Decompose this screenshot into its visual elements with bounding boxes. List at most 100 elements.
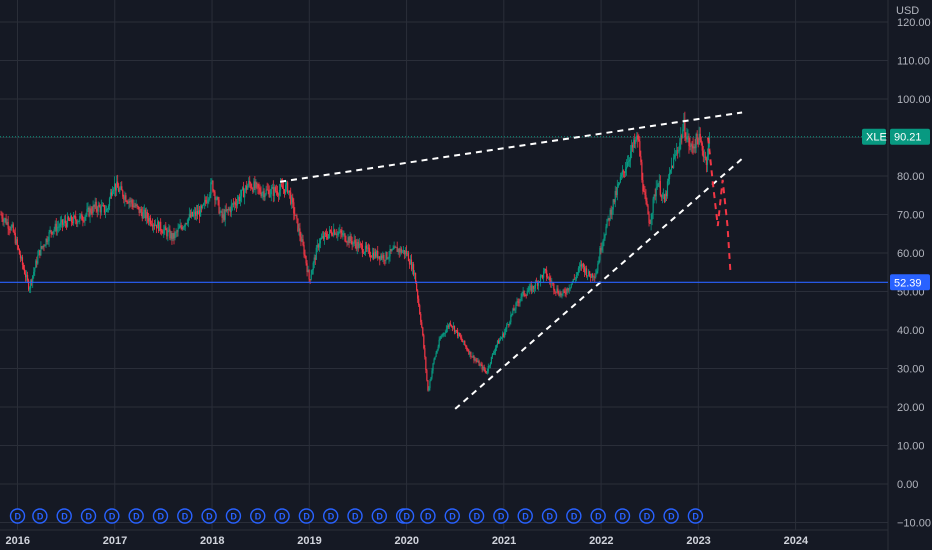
x-tick-label: 2017 [103,535,127,547]
dividend-marker[interactable]: D [32,508,48,524]
candle-body [502,333,504,338]
dividend-marker[interactable]: D [274,508,290,524]
candle-body [219,211,221,214]
candle-body [41,246,43,248]
candle-body [398,248,400,253]
candle-body [202,205,204,208]
dividend-marker[interactable]: D [420,508,436,524]
dividend-marker[interactable]: D [225,508,242,524]
trend-lines[interactable] [279,111,743,410]
dividend-marker[interactable]: D [398,508,415,524]
candle-body [554,290,556,292]
candle-body [608,218,610,221]
dividend-marker[interactable]: D [517,508,533,524]
candle-body [578,266,581,269]
dividend-marker[interactable]: D [663,508,679,524]
dividend-marker[interactable]: D [322,508,339,524]
dividend-marker[interactable]: D [250,508,266,524]
candle-body [85,214,87,217]
dividend-marker[interactable]: D [444,508,460,524]
candle-body [364,245,367,253]
projection-line[interactable] [707,137,732,273]
candle-body [192,213,195,217]
dividend-marker[interactable]: D [468,508,485,524]
candle-body [636,135,638,140]
projection-path[interactable] [707,137,732,273]
dividend-marker[interactable]: D [298,508,315,524]
trend-line-upper[interactable] [279,111,743,183]
candle-body [465,344,467,347]
candle-body [694,146,696,149]
dividend-marker[interactable]: D [687,508,704,524]
candle-body [98,205,100,207]
candle-body [194,211,197,216]
dividend-circle [274,508,290,524]
candle-body [84,216,86,221]
candle-body [299,228,301,237]
candle-body [706,155,709,165]
dividend-marker[interactable]: D [152,508,169,524]
y-tick-label: −10.00 [897,518,931,530]
time-axis[interactable]: 2016 2017 2018 2019 2020 2021 2022 2023 2024 [6,535,809,547]
dividend-marker[interactable]: D [9,508,26,524]
dividend-marker[interactable]: D [56,508,72,524]
candle-body [406,253,409,255]
dividend-marker[interactable]: D [347,508,363,524]
dividend-circle [322,508,339,524]
candle-body [440,336,442,339]
candle-body [356,241,358,249]
dividend-marker[interactable]: D [371,508,388,524]
candle-body [635,139,637,144]
dividend-marker[interactable]: D [177,508,193,524]
dividend-marker[interactable]: D [590,508,606,524]
candle-body [187,217,189,224]
x-tick-label: 2016 [6,535,30,547]
price-axis[interactable]: USD −10.000.0010.0020.0030.0040.0050.006… [896,5,931,530]
dividend-marker[interactable]: D [493,508,509,524]
dividend-circle [225,508,242,524]
trend-line-lower[interactable] [454,157,743,410]
candle-body [255,182,257,188]
candle-body [488,365,490,367]
candle-body [43,245,45,247]
candle-body [59,222,61,227]
y-tick-label: 70.00 [897,210,925,222]
dividend-marker[interactable]: D [104,508,120,524]
dividend-marker[interactable]: D [639,508,655,524]
dividend-letter: D [692,512,699,522]
dividend-marker[interactable]: D [128,508,144,524]
dividend-marker[interactable]: D [201,508,217,524]
dividend-marker[interactable]: D [566,508,582,524]
candle-body [372,252,374,258]
candle-body [150,223,153,225]
candle-body [633,140,635,148]
dividend-letter: D [425,512,432,522]
candle-body [79,216,81,221]
y-tick-label: 100.00 [897,94,931,106]
candle-body [289,190,291,193]
candle-body [341,232,343,236]
symbol-tag-label: XLE [866,132,887,144]
candle-body [504,331,506,337]
candle-body [107,205,110,209]
candle-body [115,183,117,191]
dividend-letter: D [644,512,651,522]
candle-body [530,285,532,292]
candle-body [381,255,383,259]
dividend-marker[interactable]: D [614,508,631,524]
candle-body [254,181,256,188]
candle-body [470,351,472,357]
candle-body [18,248,21,255]
candle-body [198,210,201,217]
candle-body [449,323,452,326]
candle-body [32,275,34,283]
dividend-markers[interactable]: DDDDDDDDDDDDDDDDDDDDDDDDDDDDDD [9,508,704,524]
dividend-marker[interactable]: D [541,508,558,524]
candle-body [567,288,569,291]
candle-body [358,243,360,248]
candle-body [54,223,56,230]
candle-body [424,348,426,358]
dividend-marker[interactable]: D [80,508,97,524]
candle-body [705,157,707,165]
